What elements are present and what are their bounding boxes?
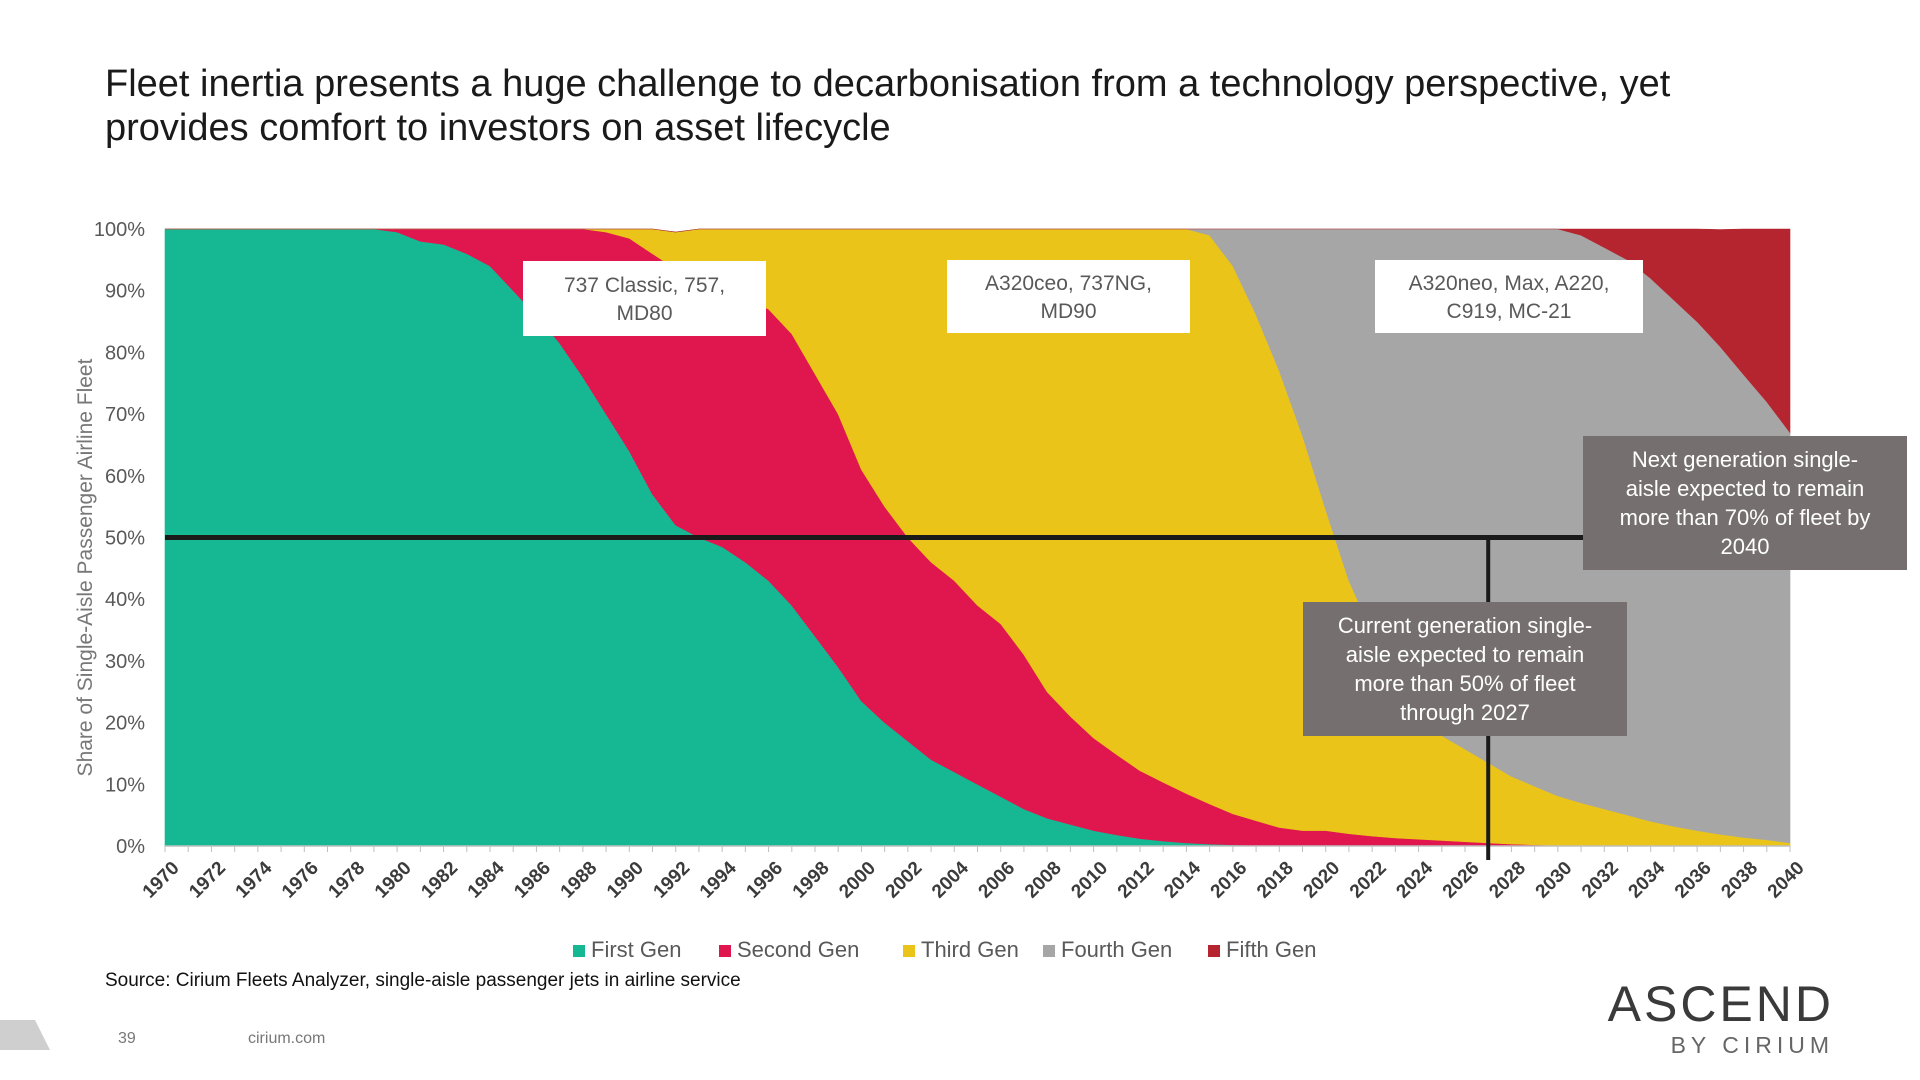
x-tick-label: 2002 (882, 858, 927, 903)
x-tick-label: 2034 (1625, 857, 1670, 902)
legend-swatch-fifth-gen (1208, 945, 1220, 957)
brand-tagline: BY CIRIUM (1670, 1032, 1834, 1058)
callout-current-generation-text: aisle expected to remain (1346, 642, 1584, 667)
y-tick-label: 0% (116, 836, 145, 858)
x-tick-label: 1978 (325, 858, 370, 903)
x-tick-label: 2020 (1300, 858, 1345, 903)
y-tick-label: 70% (105, 404, 145, 426)
callout-current-generation-text: more than 50% of fleet (1354, 671, 1575, 696)
x-tick-label: 1992 (650, 858, 695, 903)
x-tick-label: 2032 (1578, 858, 1623, 903)
label-fourth-gen-aircraft-text: A320neo, Max, A220, (1409, 272, 1610, 295)
label-second-gen-aircraft-box (523, 261, 766, 336)
label-third-gen-aircraft-text: A320ceo, 737NG, (985, 272, 1152, 295)
legend-swatch-fourth-gen (1043, 945, 1055, 957)
x-tick-label: 2012 (1114, 858, 1159, 903)
y-tick-label: 10% (105, 774, 145, 796)
y-tick-label: 60% (105, 466, 145, 488)
y-tick-label: 30% (105, 651, 145, 673)
legend-label-second-gen: Second Gen (737, 937, 859, 962)
x-tick-label: 2038 (1717, 858, 1762, 903)
x-tick-label: 2000 (835, 858, 880, 903)
x-tick-label: 2040 (1764, 858, 1809, 903)
legend-label-fifth-gen: Fifth Gen (1226, 937, 1316, 962)
x-tick-label: 2026 (1439, 858, 1484, 903)
page-number: 39 (118, 1030, 136, 1047)
x-tick-label: 2010 (1067, 858, 1112, 903)
x-tick-label: 1998 (789, 858, 834, 903)
callout-current-generation-text: Current generation single- (1338, 613, 1592, 638)
x-tick-label: 1974 (232, 857, 277, 902)
x-tick-label: 2024 (1392, 857, 1437, 902)
label-second-gen-aircraft-text: 737 Classic, 757, (564, 274, 725, 297)
y-tick-label: 90% (105, 281, 145, 303)
x-tick-label: 2028 (1485, 858, 1530, 903)
x-tick-label: 1994 (696, 857, 741, 902)
legend-label-fourth-gen: Fourth Gen (1061, 937, 1172, 962)
x-tick-label: 2036 (1671, 858, 1716, 903)
legend-label-first-gen: First Gen (591, 937, 681, 962)
callout-current-generation-text: through 2027 (1400, 700, 1530, 725)
label-fourth-gen-aircraft-text: C919, MC-21 (1447, 300, 1572, 323)
callout-next-generation-text: 2040 (1721, 534, 1770, 559)
x-tick-label: 1986 (510, 858, 555, 903)
y-tick-label: 80% (105, 342, 145, 364)
brand-name: ASCEND (1607, 976, 1834, 1032)
y-tick-label: 100% (94, 219, 145, 241)
x-tick-label: 1988 (557, 858, 602, 903)
x-tick-label: 2016 (1207, 858, 1252, 903)
x-tick-label: 1980 (371, 858, 416, 903)
callout-current-generation-box (1303, 602, 1627, 736)
x-tick-label: 1976 (278, 858, 323, 903)
x-tick-label: 1984 (464, 857, 509, 902)
website-link: cirium.com (248, 1030, 326, 1047)
x-tick-label: 2008 (1021, 858, 1066, 903)
x-tick-label: 2022 (1346, 858, 1391, 903)
callout-next-generation-text: Next generation single- (1632, 447, 1858, 472)
source-note: Source: Cirium Fleets Analyzer, single-a… (105, 970, 741, 991)
label-second-gen-aircraft-text: MD80 (616, 302, 672, 325)
area-fifth-gen (165, 228, 1791, 434)
y-tick-label: 20% (105, 713, 145, 735)
x-tick-label: 1972 (185, 858, 230, 903)
x-tick-label: 2014 (1160, 857, 1205, 902)
callout-next-generation-box (1583, 436, 1907, 570)
page-title: Fleet inertia presents a huge challenge … (105, 63, 1671, 149)
x-tick-label: 2004 (928, 857, 973, 902)
callout-next-generation-text: aisle expected to remain (1626, 476, 1864, 501)
label-third-gen-aircraft-text: MD90 (1040, 300, 1096, 323)
x-tick-label: 2030 (1532, 858, 1577, 903)
x-tick-label: 1996 (742, 858, 787, 903)
x-tick-label: 1990 (603, 858, 648, 903)
label-fourth-gen-aircraft-box (1375, 260, 1643, 333)
legend-swatch-third-gen (903, 945, 915, 957)
brand-logo: ASCEND BY CIRIUM (1608, 978, 1834, 1060)
y-axis-title: Share of Single-Aisle Passenger Airline … (74, 358, 97, 776)
x-tick-label: 2006 (975, 858, 1020, 903)
x-tick-label: 2018 (1253, 858, 1298, 903)
label-third-gen-aircraft-box (947, 260, 1190, 333)
y-tick-label: 50% (105, 528, 145, 550)
legend-swatch-first-gen (573, 945, 585, 957)
legend-swatch-second-gen (719, 945, 731, 957)
callout-next-generation-text: more than 70% of fleet by (1620, 505, 1871, 530)
y-tick-label: 40% (105, 589, 145, 611)
x-tick-label: 1970 (139, 858, 184, 903)
legend-label-third-gen: Third Gen (921, 937, 1019, 962)
x-tick-label: 1982 (417, 858, 462, 903)
